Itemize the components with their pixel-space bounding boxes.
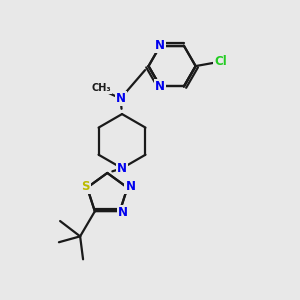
Text: N: N [155,80,165,93]
Text: N: N [125,180,135,193]
Text: N: N [118,206,128,219]
Text: S: S [81,180,90,193]
Text: N: N [155,39,165,52]
Text: Cl: Cl [214,55,227,68]
Text: N: N [116,92,126,105]
Text: CH₃: CH₃ [92,83,111,93]
Text: N: N [117,162,127,175]
